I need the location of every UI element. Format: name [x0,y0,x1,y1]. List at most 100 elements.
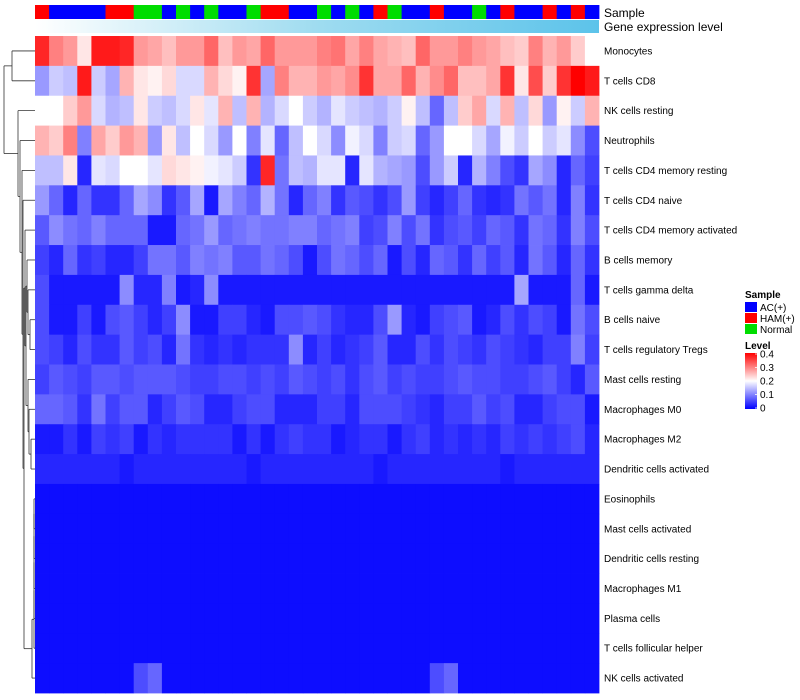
heatmap-cell [387,155,402,186]
legend-level-tick-label: 0.1 [760,390,774,401]
heatmap-cell [345,573,360,604]
heatmap-cell [500,65,515,97]
heatmap-cell [288,573,304,604]
heatmap-cell [584,573,600,604]
heatmap-cell [514,36,529,67]
heatmap-cell [133,274,149,306]
heatmap-cell [218,454,233,485]
heatmap-cell [91,155,106,186]
heatmap-cell [373,36,388,67]
heatmap-cell [556,454,572,485]
heatmap-cell [63,304,78,336]
row-label: T cells regulatory Tregs [604,345,708,356]
heatmap-cell [232,334,247,365]
heatmap-cell [204,573,219,604]
heatmap-cell [246,603,261,634]
heatmap-cell [373,334,388,365]
heatmap-cell [218,663,233,694]
sample-annotation-cell [570,5,586,19]
heatmap-cell [570,155,586,186]
heatmap-cell [458,513,473,545]
heatmap-cell [486,65,501,97]
heatmap-cell [63,215,78,246]
heatmap-cell [190,543,205,574]
heatmap-cell [119,65,135,97]
heatmap-cell [528,513,543,545]
heatmap-cell [415,364,431,395]
heatmap-cell [458,245,473,276]
heatmap-cell [105,543,120,574]
heatmap-cell [584,36,600,67]
heatmap-cell [204,95,219,126]
heatmap-cell [91,185,106,216]
heatmap-cell [147,394,163,425]
heatmap-cell [514,364,529,395]
heatmap-cell [472,543,487,574]
legend-level-tick-label: 0.3 [760,363,774,374]
heatmap-cell [91,95,106,126]
heatmap-cell [147,155,163,186]
heatmap-cell [288,603,304,634]
heatmap-cell [345,274,360,306]
heatmap-cell [105,633,120,664]
heatmap-cell [359,125,374,156]
heatmap-cell [49,483,64,515]
heatmap-cell [246,304,261,336]
heatmap-cell [570,513,586,545]
heatmap-cell [500,483,515,515]
heatmap-cell [260,36,276,67]
heatmap-cell [119,155,135,186]
heatmap-cell [570,125,586,156]
heatmap-cell [246,65,261,97]
heatmap-cell [274,573,290,604]
heatmap-cell [91,633,106,664]
heatmap-cell [331,633,346,664]
heatmap-cell [528,185,543,216]
heatmap-cell [570,245,586,276]
heatmap-cell [415,65,431,97]
annotation-label-sample: Sample [604,6,645,20]
heatmap-cell [288,215,304,246]
heatmap-cell [542,394,558,425]
heatmap-cell [415,304,431,336]
heatmap-cell [35,334,50,365]
sample-annotation-cell [161,5,177,19]
row-labels: Monocytes T cells CD8 NK cells resting Neut… [604,46,737,684]
heatmap-cell [190,304,205,336]
heatmap-cell [345,543,360,574]
heatmap-cell [317,36,332,67]
heatmap-cell [91,274,106,306]
heatmap-cell [302,274,318,306]
heatmap-cell [63,155,78,186]
heatmap-cell [458,454,473,485]
heatmap-cell [176,304,191,336]
gene-expression-annotation-bar [35,20,599,33]
heatmap-cell [387,513,402,545]
heatmap-cell [472,454,487,485]
heatmap-cell [556,36,572,67]
heatmap-cell [486,633,501,664]
heatmap-cell [472,394,487,425]
heatmap-cell [49,304,64,336]
heatmap-cell [161,95,177,126]
heatmap-cell [176,603,191,634]
legend-sample-label: Normal [760,325,792,336]
heatmap-cell [63,483,78,515]
heatmap-cell [387,334,402,365]
heatmap-cell [63,424,78,455]
heatmap-cell [458,274,473,306]
heatmap-cell [260,543,276,574]
heatmap-cell [260,274,276,306]
heatmap-cell [556,245,572,276]
heatmap-cell [91,125,106,156]
heatmap-cell [204,513,219,545]
heatmap-cell [401,424,417,455]
heatmap-cell [232,483,247,515]
heatmap-cell [556,543,572,574]
heatmap-cell [147,95,163,126]
heatmap-cell [359,394,374,425]
sample-annotation-cell [302,5,318,19]
heatmap-cell [260,95,276,126]
heatmap-cell [317,543,332,574]
heatmap-cell [570,36,586,67]
